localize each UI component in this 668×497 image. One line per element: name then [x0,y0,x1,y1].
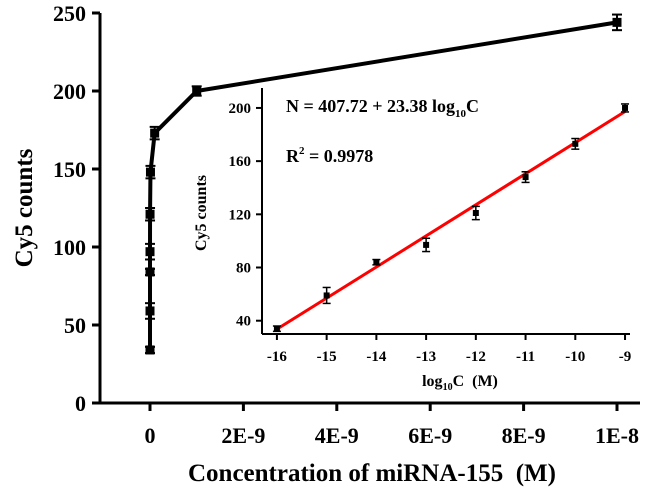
main-y-tick-label: 50 [64,313,86,338]
main-x-tick-label: 8E-9 [502,423,546,448]
inset-fit-line-path [276,110,626,331]
main-data-point [150,128,160,138]
r-squared-sup: 2 [299,145,305,157]
main-series [145,13,622,355]
main-x-tick-label: 2E-9 [221,423,265,448]
inset-data-point [572,140,579,147]
inset-data-point [373,259,380,266]
main-y-tick-label: 150 [53,157,86,182]
inset-y-ticks: 40 80 120 160 200 [229,101,262,330]
inset-x-title-sub: 10 [443,382,453,393]
inset-x-ticks: -16 -15 -14 -13 -12 -11 -10 -9 [267,334,631,365]
inset-fit-line [276,110,626,331]
main-data-point [612,17,622,27]
r-squared: R2 = 0.9978 [286,145,373,166]
main-y-tick-label: 200 [53,79,86,104]
inset-data-point [273,325,280,332]
inset-x-tick-label: -9 [619,349,632,365]
inset-x-tick-label: -13 [416,349,436,365]
fit-equation-main: N = 407.72 + 23.38 log [286,96,455,116]
r-squared-value: = 0.9978 [305,146,374,166]
inset-x-tick-label: -10 [565,349,585,365]
main-data-point [145,345,155,355]
main-x-tick-label: 4E-9 [315,423,359,448]
inset-series [272,103,630,333]
inset-y-tick-label: 120 [229,207,252,223]
main-data-point [145,167,155,177]
main-y-ticks: 0 50 100 150 200 250 [53,1,100,416]
main-data-point [192,86,202,96]
inset-y-tick-label: 160 [229,154,252,170]
main-data-point [145,267,155,277]
fit-equation: N = 407.72 + 23.38 log10C [286,96,479,120]
r-squared-label: R [286,146,300,166]
inset-y-axis-title: Cy5 counts [193,175,210,251]
inset-y-tick-label: 200 [229,101,252,117]
inset-data-point [472,209,479,216]
main-x-axis-title: Concentration of miRNA-155 (M) [188,460,556,487]
main-y-tick-label: 0 [75,391,86,416]
inset-x-title-tail: C (M) [453,373,498,390]
inset-data-point [423,241,430,248]
main-x-ticks: 0 2E-9 4E-9 6E-9 8E-9 1E-8 [145,403,639,448]
inset-data-point [323,292,330,299]
inset-data-point [622,104,629,111]
main-y-tick-label: 100 [53,235,86,260]
inset-x-tick-label: -16 [267,349,287,365]
inset-x-tick-label: -11 [516,349,535,365]
fit-equation-sub: 10 [455,108,467,120]
inset-y-tick-label: 40 [236,314,251,330]
main-y-axis-title: Cy5 counts [11,148,38,267]
inset-x-tick-label: -15 [317,349,337,365]
main-y-tick-label: 250 [53,1,86,26]
main-x-tick-label: 1E-8 [595,423,639,448]
main-x-tick-label: 0 [145,423,156,448]
inset-background [262,88,630,334]
inset-data-point [522,174,529,181]
main-data-point [145,306,155,316]
fit-equation-tail: C [466,96,479,116]
main-x-tick-label: 6E-9 [408,423,452,448]
inset-x-axis-title: log10C (M) [422,373,498,393]
inset-x-tick-label: -14 [366,349,386,365]
main-chart: 0 50 100 150 200 250 0 2E-9 4E-9 6E-9 8E-9 1E-8 Cy… [11,1,640,487]
inset-x-title-main: log [422,373,442,390]
inset-chart: 40 80 120 160 200 -16 -15 -14 -13 -12 -11 -10 -9 Cy… [193,88,631,393]
inset-x-tick-label: -12 [466,349,486,365]
inset-y-tick-label: 80 [236,261,251,277]
main-data-point [145,247,155,257]
main-data-point [145,209,155,219]
